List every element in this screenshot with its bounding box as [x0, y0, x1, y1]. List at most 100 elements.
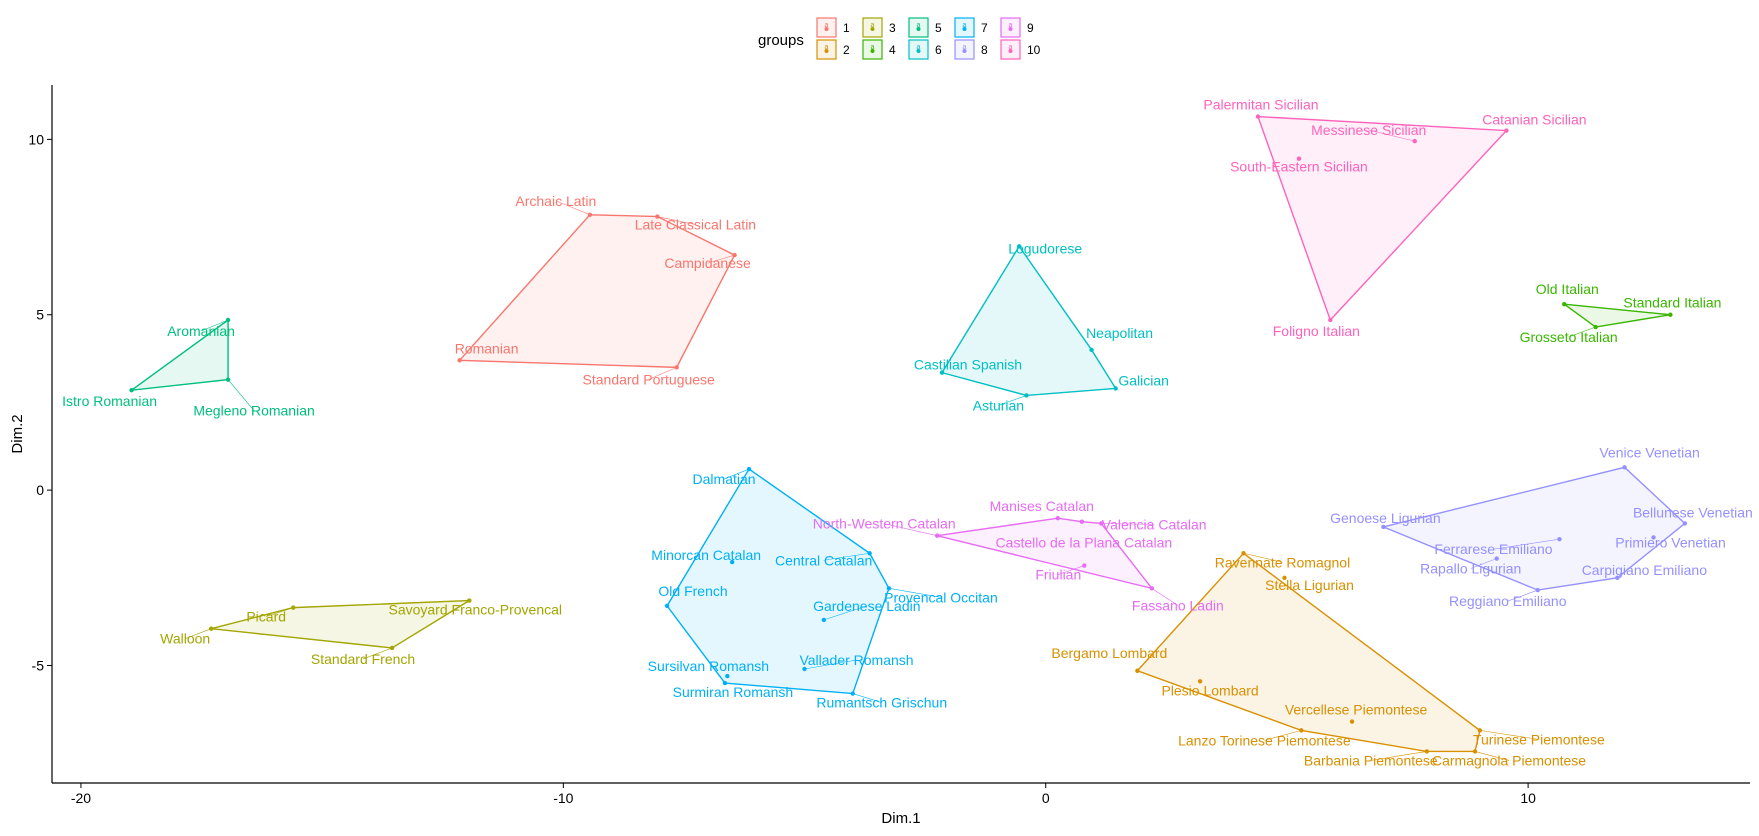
label-valencia-catalan: Valencia Catalan	[1102, 516, 1207, 532]
point-aromanian	[225, 317, 231, 323]
label-stella-ligurian: Stella Ligurian	[1265, 577, 1354, 593]
label-savoyard-franco-provencal: Savoyard Franco-Provencal	[388, 602, 562, 618]
point-primiero-venetian	[1651, 535, 1656, 540]
label-walloon: Walloon	[160, 631, 210, 647]
segment-messinese-sicilian	[1368, 129, 1415, 142]
label-dalmatian: Dalmatian	[693, 471, 756, 487]
point-standard-portuguese	[674, 365, 679, 370]
point-standard-french	[389, 645, 395, 651]
label-aromanian: Aromanian	[167, 323, 235, 339]
label-istro-romanian: Istro Romanian	[62, 393, 157, 409]
label-manises-catalan: Manises Catalan	[990, 498, 1094, 514]
legend-point	[824, 49, 829, 53]
label-rapallo-ligurian: Rapallo Ligurian	[1420, 561, 1521, 577]
y-axis-title: Dim.2	[9, 414, 26, 453]
legend-label: 7	[981, 21, 988, 35]
label-segments	[185, 129, 1596, 761]
legend-point	[1008, 49, 1013, 53]
label-standard-italian: Standard Italian	[1623, 295, 1721, 311]
legend-point	[962, 27, 967, 31]
segment-ferrarese-emiliano	[1493, 538, 1560, 550]
label-palermitan-sicilian: Palermitan Sicilian	[1203, 97, 1318, 113]
label-castilian-spanish: Castilian Spanish	[914, 357, 1022, 373]
point-picard	[290, 605, 296, 610]
point-minorcan-catalan	[729, 559, 735, 565]
point-late-classical-latin	[655, 214, 660, 219]
label-logudorese: Logudorese	[1008, 240, 1082, 256]
legend-label: 8	[981, 43, 988, 57]
legend-key-10: a 10	[1000, 39, 1041, 60]
point-galician	[1113, 386, 1118, 391]
point-vercellese-piemontese	[1349, 719, 1355, 724]
label-lanzo-torinese-piemontese: Lanzo Torinese Piemontese	[1178, 732, 1351, 748]
label-genoese-ligurian: Genoese Ligurian	[1330, 510, 1441, 526]
y-tick-label: 0	[36, 482, 44, 498]
label-central-catalan: Central Catalan	[775, 552, 872, 568]
hull-group-6	[940, 245, 1117, 397]
x-tick-label: -10	[553, 790, 573, 806]
point-asturian	[1024, 393, 1029, 398]
legend-key-glyph: a	[871, 44, 875, 51]
y-tick-label: 10	[28, 131, 44, 147]
point-carmagnola-piemontese	[1472, 749, 1478, 754]
legend-label: 3	[889, 21, 896, 35]
label-old-french: Old French	[658, 583, 727, 599]
segment-reggiano-emiliano	[1507, 589, 1538, 602]
point-campidanese	[732, 252, 737, 258]
legend-label: 6	[935, 43, 942, 57]
point-messinese-sicilian	[1412, 138, 1417, 144]
segment-lanzo-torinese-piemontese	[1264, 730, 1302, 741]
point-palermitan-sicilian	[1255, 114, 1261, 119]
label-archaic-latin: Archaic Latin	[515, 193, 596, 209]
x-ticks: -20 -10 0 10	[71, 783, 1536, 806]
point-bellunese-venetian	[1682, 521, 1688, 526]
point-lanzo-torinese-piemontese	[1299, 728, 1304, 733]
segment-standard-portuguese	[648, 367, 677, 380]
label-primiero-venetian: Primiero Venetian	[1615, 534, 1726, 550]
label-carpigiano-emiliano: Carpigiano Emiliano	[1582, 562, 1708, 578]
point-rapallo-ligurian	[1494, 556, 1499, 561]
legend: groups a 1a 2a 3a 4a 5a 6a 7a 8a 9a 10	[758, 17, 1041, 60]
legend-point	[870, 27, 875, 31]
point-bergamo-lombard	[1135, 668, 1140, 673]
point-ravennate-romagnol	[1241, 551, 1246, 556]
label-foligno-italian: Foligno Italian	[1273, 323, 1360, 339]
point-north-western-catalan	[934, 533, 940, 538]
label-surmiran-romansh: Surmiran Romansh	[673, 684, 794, 700]
legend-key-glyph: a	[1009, 22, 1013, 29]
label-plesio-lombard: Plesio Lombard	[1161, 682, 1258, 698]
label-bergamo-lombard: Bergamo Lombard	[1051, 645, 1167, 661]
x-axis-title: Dim.1	[881, 810, 920, 827]
point-valencia-catalan	[1098, 521, 1104, 526]
label-galician: Galician	[1118, 372, 1169, 388]
legend-key-glyph: a	[825, 22, 829, 29]
segment-walloon	[185, 628, 212, 639]
point-provencal-occitan	[886, 586, 892, 591]
legend-point	[916, 49, 921, 53]
legend-key-glyph: a	[825, 44, 829, 51]
segment-gardenese-ladin	[823, 605, 867, 621]
x-tick-label: -20	[71, 790, 91, 806]
label-minorcan-catalan: Minorcan Catalan	[651, 547, 761, 563]
point-foligno-italian	[1328, 317, 1333, 323]
label-grosseto-italian: Grosseto Italian	[1520, 329, 1618, 345]
point-walloon	[208, 626, 214, 631]
point-turinese-piemontese	[1477, 728, 1483, 733]
point-ferrarese-emiliano	[1557, 537, 1562, 542]
point-labels: Archaic Latin Late Classical Latin Campida…	[62, 97, 1753, 769]
y-ticks: -5 0 5 10	[28, 131, 52, 673]
label-barbania-piemontese: Barbania Piemontese	[1304, 752, 1438, 768]
point-old-french	[664, 603, 670, 609]
point-plesio-lombard	[1197, 679, 1203, 684]
legend-key-glyph: a	[963, 22, 967, 29]
point-gardenese-ladin	[821, 617, 827, 623]
legend-point	[916, 27, 921, 31]
legend-title: groups	[758, 32, 804, 49]
label-messinese-sicilian: Messinese Sicilian	[1311, 122, 1426, 138]
